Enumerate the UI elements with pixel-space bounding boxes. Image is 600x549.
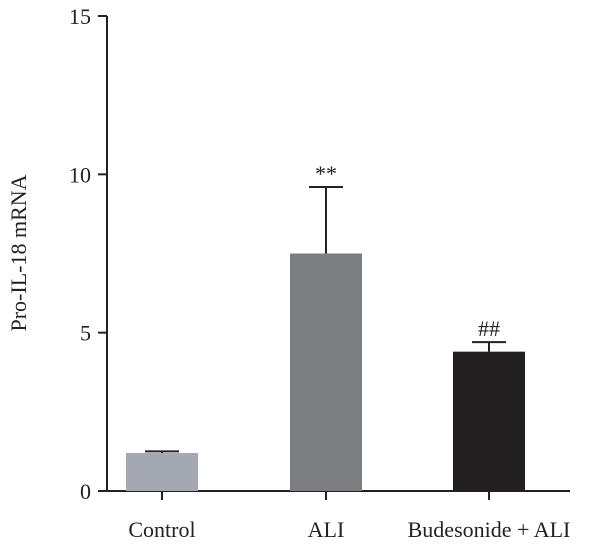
significance-label: ** bbox=[315, 161, 337, 186]
y-tick-label: 10 bbox=[69, 162, 91, 187]
x-tick-label: Budesonide + ALI bbox=[408, 517, 571, 542]
y-tick-label: 0 bbox=[80, 479, 91, 504]
y-tick-label: 5 bbox=[80, 321, 91, 346]
y-axis: 0 5 10 15 bbox=[69, 4, 108, 504]
y-axis-title: Pro-IL-18 mRNA bbox=[6, 174, 31, 331]
x-axis: Control ALI Budesonide + ALI bbox=[106, 490, 571, 542]
bar bbox=[290, 253, 362, 491]
bar bbox=[453, 351, 525, 491]
y-tick-label: 15 bbox=[69, 4, 91, 29]
x-tick-label: ALI bbox=[308, 517, 345, 542]
significance-label: ## bbox=[478, 316, 500, 341]
bars: ** ## bbox=[126, 161, 525, 491]
bar bbox=[126, 453, 198, 491]
x-tick-label: Control bbox=[128, 517, 195, 542]
